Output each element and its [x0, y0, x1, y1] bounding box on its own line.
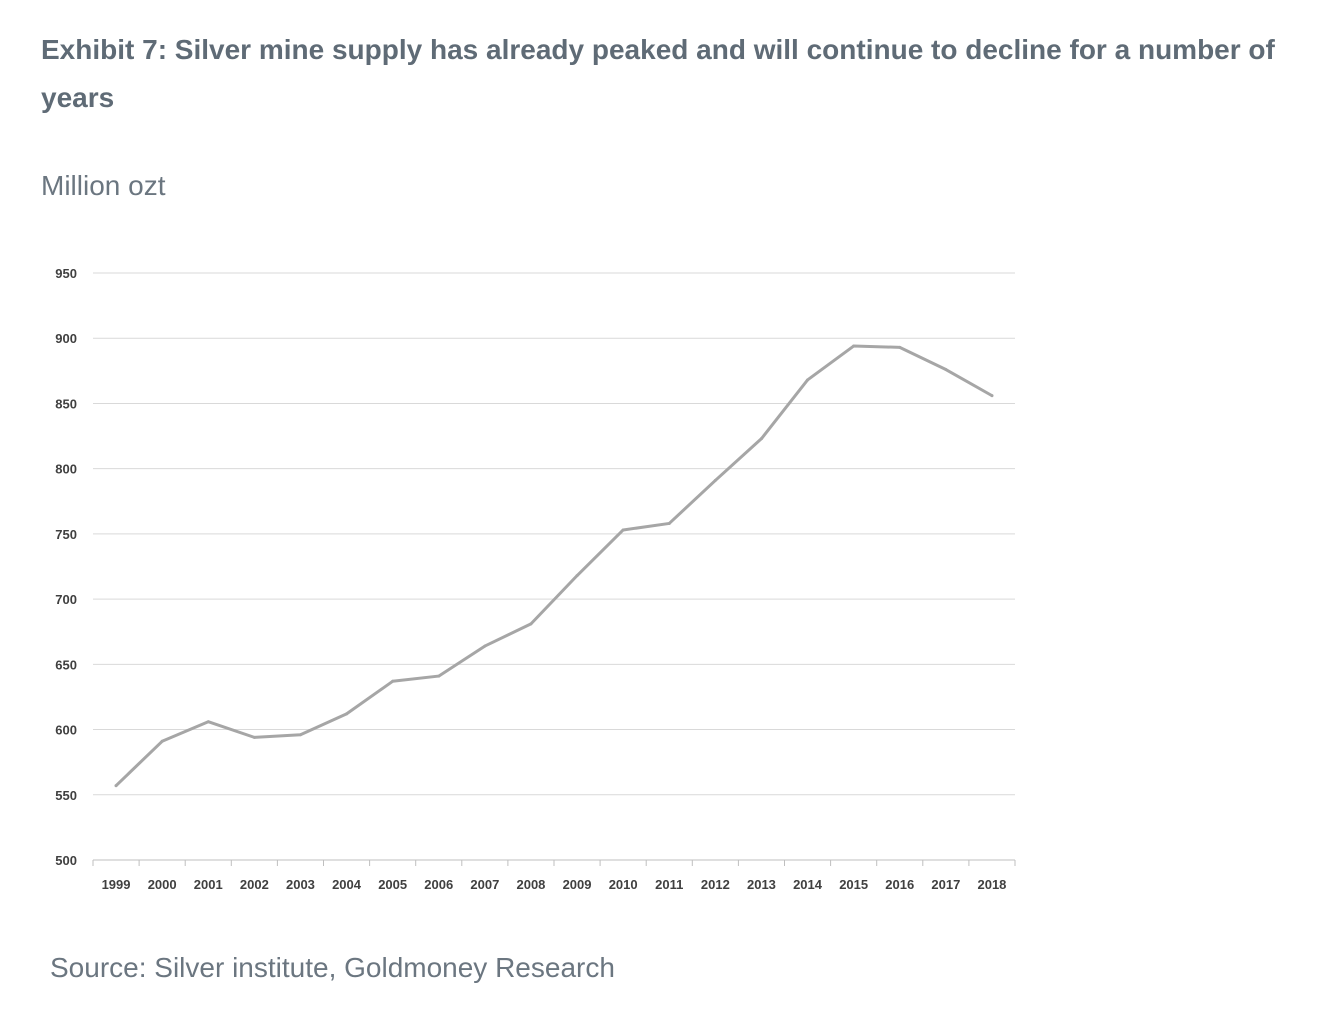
x-tick-label: 2002: [240, 877, 269, 892]
x-tick-label: 2012: [701, 877, 730, 892]
y-tick-label: 850: [55, 396, 77, 411]
y-tick-label: 750: [55, 527, 77, 542]
series-layer: [114, 344, 994, 788]
source-note: Source: Silver institute, Goldmoney Rese…: [50, 952, 615, 983]
y-tick-label: 700: [55, 592, 77, 607]
data-point: [160, 739, 164, 743]
data-point: [206, 720, 210, 724]
data-point: [852, 344, 856, 348]
x-tick-label: 1999: [102, 877, 131, 892]
data-point: [990, 394, 994, 398]
data-point: [529, 622, 533, 626]
y-tick-label: 650: [55, 657, 77, 672]
y-tick-label: 900: [55, 331, 77, 346]
data-point: [114, 784, 118, 788]
x-tick-label: 2015: [839, 877, 868, 892]
series-line: [114, 344, 994, 788]
data-point: [621, 528, 625, 532]
data-point: [298, 733, 302, 737]
x-tick-label: 2008: [516, 877, 545, 892]
data-point: [252, 735, 256, 739]
data-point: [391, 679, 395, 683]
x-tick-label: 2004: [332, 877, 362, 892]
x-tick-label: 2000: [148, 877, 177, 892]
x-tick-label: 2010: [609, 877, 638, 892]
y-tick-label: 800: [55, 462, 77, 477]
x-tick-label: 2001: [194, 877, 223, 892]
data-point: [345, 712, 349, 716]
gridlines: [93, 272, 1015, 796]
data-point: [944, 368, 948, 372]
x-tick-label: 2017: [931, 877, 960, 892]
y-tick-label: 600: [55, 723, 77, 738]
x-tick-label: 2014: [793, 877, 823, 892]
data-point: [713, 478, 717, 482]
data-point: [483, 644, 487, 648]
chart-title: Exhibit 7: Silver mine supply has alread…: [41, 34, 1275, 113]
x-tick-label: 2013: [747, 877, 776, 892]
data-point: [667, 521, 671, 525]
x-axis-tick-labels: 1999 2000 2001 2002 2003 2004 2005 2006 2007 2008…: [102, 877, 1007, 892]
data-point: [575, 574, 579, 578]
x-tick-label: 2006: [424, 877, 453, 892]
x-axis: [92, 859, 1016, 866]
x-tick-label: 2018: [977, 877, 1006, 892]
y-tick-label: 950: [55, 266, 77, 281]
x-tick-label: 2011: [655, 877, 683, 892]
x-tick-label: 2005: [378, 877, 407, 892]
data-point: [437, 674, 441, 678]
x-tick-label: 2003: [286, 877, 315, 892]
y-axis-unit-label: Million ozt: [41, 170, 166, 201]
data-point: [759, 437, 763, 441]
x-tick-label: 2009: [563, 877, 592, 892]
y-tick-label: 500: [55, 853, 77, 868]
x-tick-label: 2016: [885, 877, 914, 892]
x-tick-label: 2007: [470, 877, 499, 892]
data-point: [898, 345, 902, 349]
data-point: [806, 378, 810, 382]
y-tick-label: 550: [55, 788, 77, 803]
y-axis-tick-labels: 500 550 600 650 700 750 800 850 900 950: [55, 266, 77, 868]
